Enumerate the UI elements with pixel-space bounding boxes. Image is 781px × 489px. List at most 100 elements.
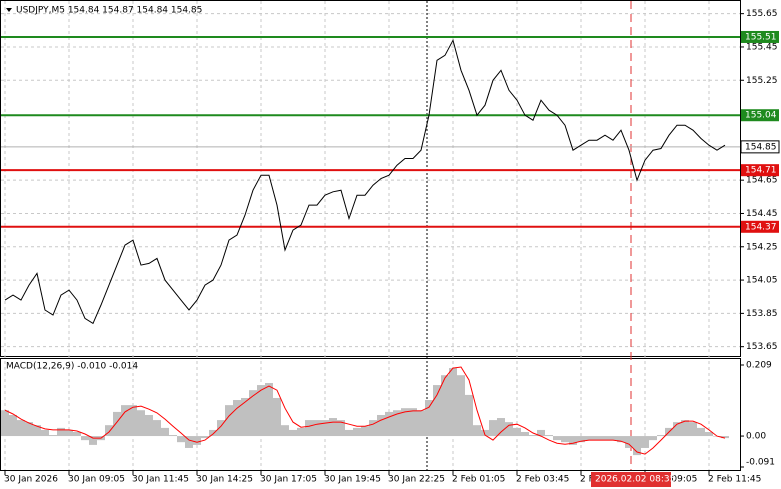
macd-bar [265, 383, 273, 437]
macd-bar [201, 436, 209, 439]
macd-bar [81, 436, 89, 441]
macd-bar [337, 420, 345, 437]
macd-bar [505, 422, 513, 437]
collapse-icon [6, 8, 12, 12]
macd-bar [57, 427, 65, 437]
y-tick-label: 0.209 [746, 361, 772, 371]
macd-bar [553, 436, 561, 441]
macd-bar [289, 429, 297, 437]
macd-bar [65, 429, 73, 437]
x-tick-label: 30 Jan 17:05 [260, 475, 317, 485]
level-label-box [741, 30, 779, 43]
x-tick-label: 30 Jan 11:45 [132, 475, 189, 485]
macd-bar [465, 394, 473, 437]
macd-bar [561, 436, 569, 443]
macd-bar [385, 411, 393, 437]
macd-bar [697, 427, 705, 437]
macd-bar [145, 414, 153, 437]
macd-bar [417, 410, 425, 437]
macd-bar [361, 426, 369, 437]
level-label-box [741, 220, 779, 233]
level-label: 154.37 [745, 222, 777, 232]
macd-bar [617, 436, 625, 443]
y-tick-label: 155.65 [746, 9, 778, 19]
macd-title: MACD(12,26,9) -0.010 -0.014 [6, 362, 138, 372]
macd-bar [233, 400, 241, 437]
level-label-box [741, 109, 779, 122]
grid [1, 1, 740, 470]
macd-bar [49, 435, 57, 437]
macd-bar [681, 420, 689, 437]
macd-bar [521, 431, 529, 437]
macd-bar [393, 410, 401, 437]
macd-bar [529, 435, 537, 437]
chart-title: USDJPY,M5 154.84 154.87 154.84 154.85 [16, 6, 202, 16]
macd-bar [225, 405, 233, 437]
macd-bar [569, 436, 577, 445]
macd-bar [257, 385, 265, 437]
macd-bar [705, 431, 713, 437]
macd-bar [489, 420, 497, 437]
macd-bar [113, 411, 121, 437]
macd-bar [1, 410, 9, 437]
y-tick-label: -0.091 [746, 458, 775, 468]
y-tick-label: 153.85 [746, 309, 778, 319]
macd-bar [273, 397, 281, 437]
macd-bar [545, 435, 553, 437]
macd-bar [305, 420, 313, 437]
y-tick-label: 153.65 [746, 342, 778, 352]
x-tick-label: 30 Jan 09:05 [68, 475, 125, 485]
y-tick-label: 155.45 [746, 42, 778, 52]
macd-bar [537, 429, 545, 437]
signal-line [4, 366, 726, 455]
macd-bar [345, 429, 353, 437]
macd-bar [409, 408, 417, 437]
macd-bar [601, 436, 609, 441]
y-tick-label: 154.05 [746, 276, 778, 286]
macd-bar [377, 414, 385, 437]
macd-bar [169, 435, 177, 437]
macd-bar [153, 420, 161, 437]
macd-bar [609, 436, 617, 441]
macd-bar [401, 408, 409, 437]
macd-bar [473, 425, 481, 437]
macd-panel [0, 358, 741, 471]
macd-bar [209, 429, 217, 437]
cursor-label-box [591, 472, 671, 487]
macd-bar [193, 436, 201, 445]
price-panel [0, 0, 741, 357]
macd-bar [449, 368, 457, 437]
macd-bar [129, 405, 137, 437]
macd-bar [121, 405, 129, 437]
level-label-box [741, 164, 779, 177]
macd-bar [9, 414, 17, 437]
macd-bar [585, 436, 593, 441]
macd-bar [433, 385, 441, 437]
macd-bar [249, 390, 257, 437]
y-tick-label: 155.25 [746, 76, 778, 86]
macd-bar [313, 420, 321, 437]
macd-bar [425, 400, 433, 437]
macd-bar [137, 410, 145, 437]
x-tick-label: 2 Feb 01:05 [452, 475, 505, 485]
macd-bar [33, 425, 41, 437]
macd-bar [17, 420, 25, 437]
last-price-box [740, 140, 780, 154]
macd-bar [721, 436, 729, 439]
macd-bar [633, 436, 641, 456]
macd-bar [185, 436, 193, 448]
macd-bar [369, 420, 377, 437]
x-tick-label: 2 Feb 03:45 [516, 475, 569, 485]
macd-bar [329, 418, 337, 437]
macd-bar [513, 427, 521, 437]
macd-bar [457, 375, 465, 437]
x-tick-label: 30 Jan 2026 [4, 475, 58, 485]
y-tick-label: 154.65 [746, 176, 778, 186]
macd-bar [297, 427, 305, 437]
level-label: 154.71 [745, 166, 777, 176]
macd-bar [89, 436, 97, 445]
macd-bar [625, 436, 633, 448]
macd-bar [441, 375, 449, 437]
x-tick-label: 30 Jan 14:25 [196, 475, 253, 485]
